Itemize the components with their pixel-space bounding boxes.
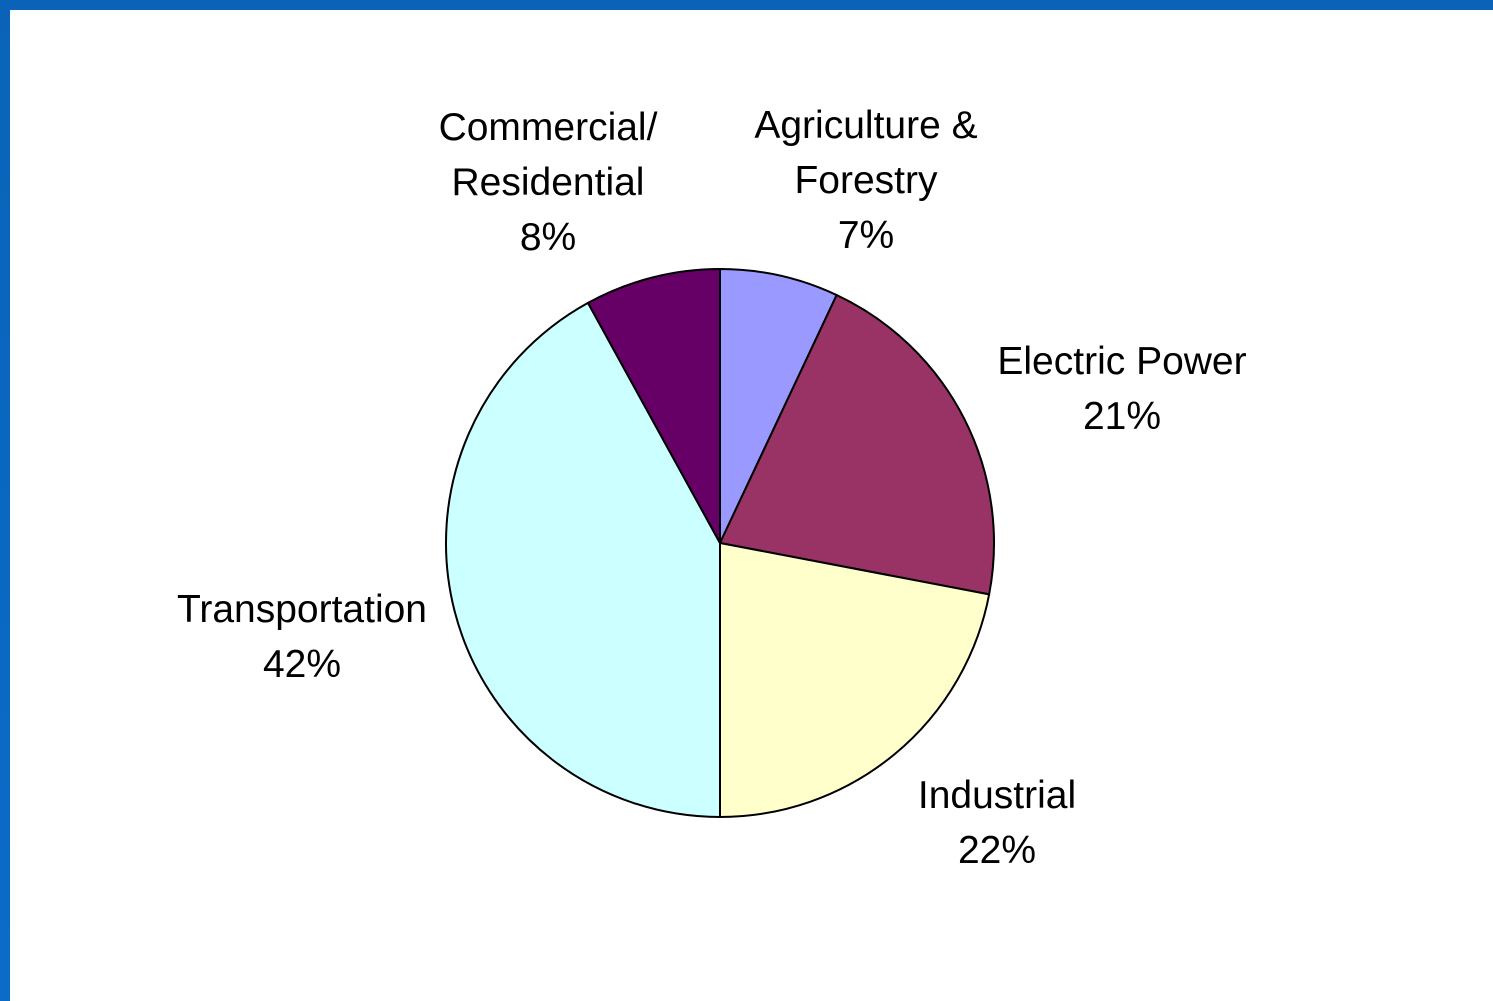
pie-slice-transportation — [445, 301, 721, 818]
slice-label: Electric Power 21% — [997, 340, 1246, 438]
slice-name-label: Forestry — [794, 159, 938, 202]
pie-labels: Agriculture & Forestry 7% Electric Power 21%… — [177, 104, 1247, 872]
slice-label: Transportation 42% — [177, 588, 427, 686]
slice-label: Agriculture & Forestry 7% — [754, 104, 977, 257]
slice-percent-label: 8% — [520, 216, 576, 259]
slice-percent-label: 7% — [838, 214, 894, 257]
slice-percent-label: 42% — [263, 643, 341, 686]
slice-name-label: Transportation — [177, 588, 427, 631]
slice-name-label: Electric Power — [997, 340, 1246, 383]
slice-name-label: Residential — [452, 161, 645, 204]
pie-slice-commercial-residential — [587, 268, 721, 544]
slice-percent-label: 21% — [1083, 395, 1161, 438]
slice-percent-label: 22% — [958, 829, 1036, 872]
slice-name-label: Agriculture & — [754, 104, 977, 147]
slice-name-label: Commercial/ — [439, 106, 658, 149]
slice-label: Commercial/Residential 8% — [439, 106, 658, 259]
pie-slices — [445, 268, 995, 818]
pie-slice-industrial — [719, 542, 991, 818]
slice-label: Industrial 22% — [918, 774, 1076, 872]
slice-name-label: Industrial — [918, 774, 1076, 817]
pie-slice-electric-power — [719, 294, 995, 596]
pie-slice-agriculture-forestry — [719, 268, 838, 544]
